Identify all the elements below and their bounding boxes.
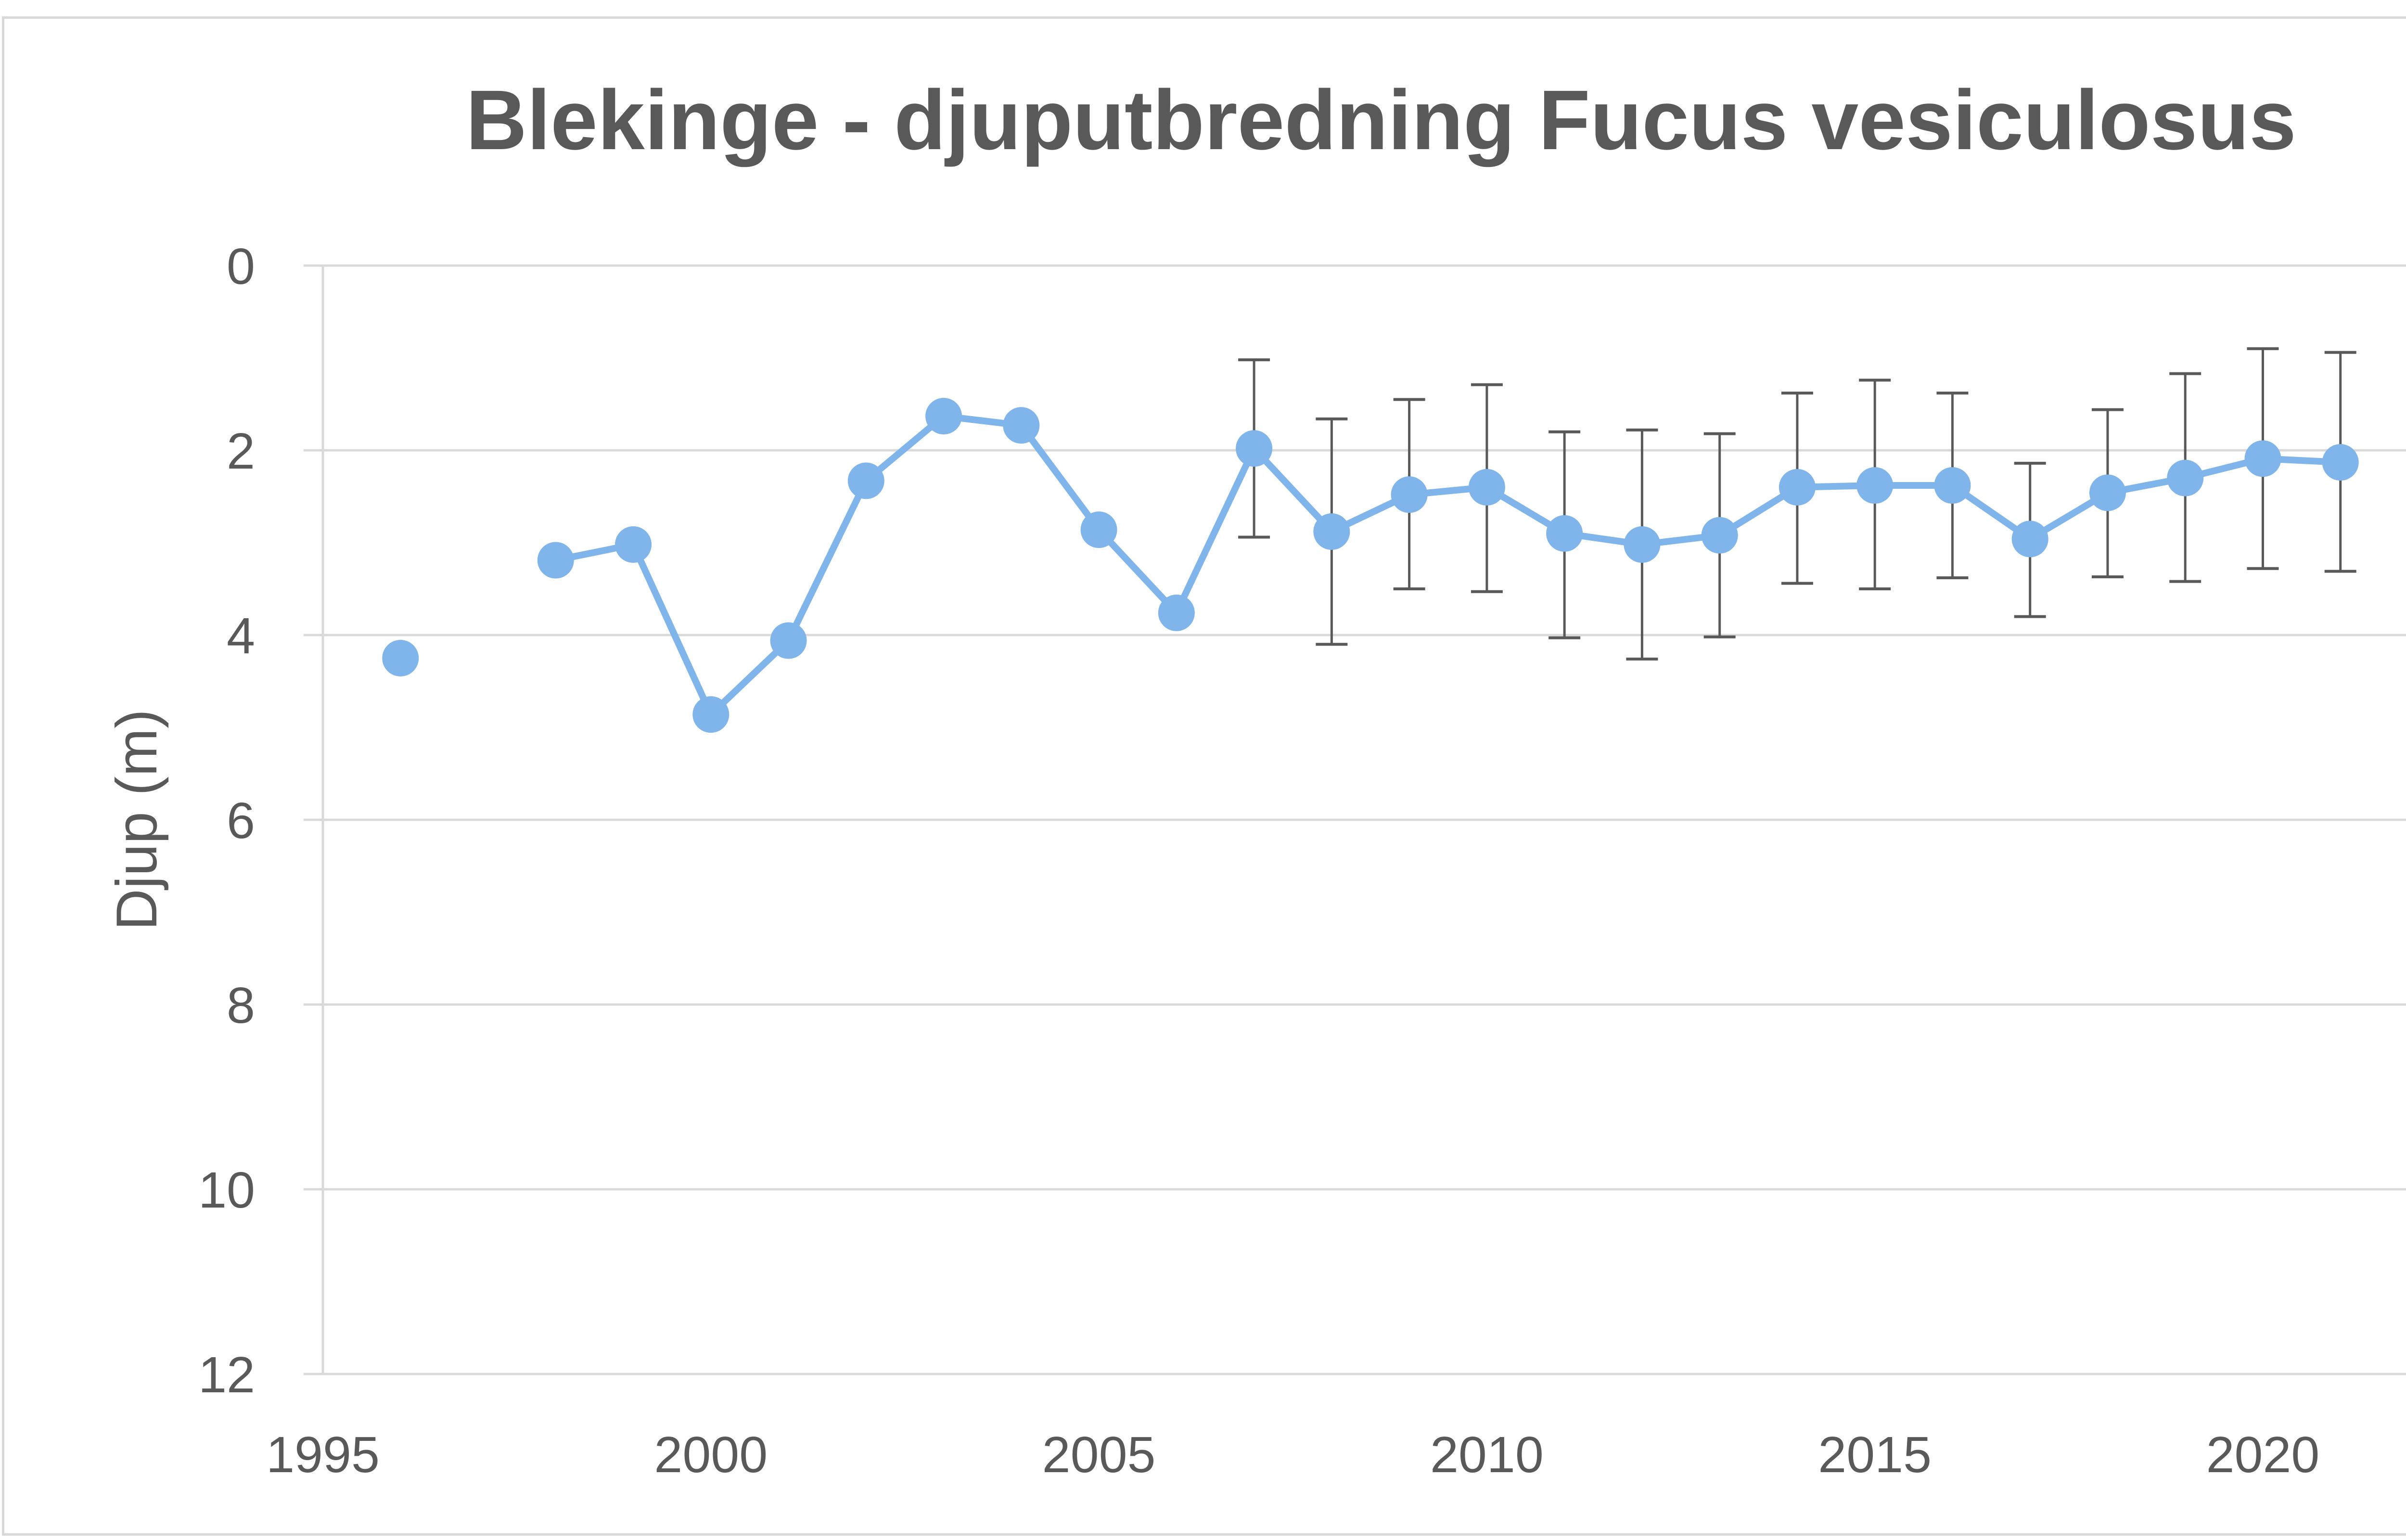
data-point bbox=[537, 542, 574, 579]
x-tick-label: 2010 bbox=[1430, 1426, 1544, 1483]
data-point bbox=[1391, 476, 1428, 513]
line-segment bbox=[1018, 422, 1102, 534]
data-point bbox=[2011, 521, 2048, 558]
data-point bbox=[1313, 513, 1350, 550]
data-point bbox=[1856, 467, 1894, 504]
y-tick-label: 8 bbox=[227, 977, 255, 1034]
line-segment bbox=[1251, 445, 1335, 535]
data-point bbox=[2322, 444, 2359, 481]
line-segment bbox=[1095, 526, 1180, 616]
data-point bbox=[1003, 407, 1040, 444]
data-point bbox=[1779, 469, 1816, 506]
data-point bbox=[1624, 526, 1661, 563]
x-tick-label: 2000 bbox=[654, 1426, 768, 1483]
data-point bbox=[1468, 469, 1505, 506]
y-axis-ticks: 0 2 4 6 8 10 12 bbox=[198, 238, 255, 1403]
chart-title: Blekinge - djuputbredning Fucus vesiculo… bbox=[466, 73, 2296, 167]
y-tick-label: 12 bbox=[198, 1347, 255, 1403]
data-point bbox=[615, 526, 652, 563]
data-point bbox=[692, 696, 729, 733]
data-point bbox=[925, 397, 962, 434]
series-markers bbox=[382, 397, 2359, 733]
data-point bbox=[847, 462, 884, 499]
x-axis-ticks: 1995 2000 2005 2010 2015 2020 bbox=[266, 1426, 2319, 1483]
data-point bbox=[1080, 511, 1117, 548]
x-tick-label: 2020 bbox=[2206, 1426, 2320, 1483]
data-point bbox=[1158, 594, 1195, 631]
chart-frame bbox=[2, 16, 2406, 1536]
line-segment bbox=[630, 541, 715, 718]
x-tick-label: 2005 bbox=[1042, 1426, 1156, 1483]
y-axis-title: Djup (m) bbox=[104, 709, 169, 930]
line-segment bbox=[785, 477, 870, 644]
data-point bbox=[2167, 459, 2204, 496]
gridlines bbox=[304, 264, 2406, 1375]
data-point bbox=[2244, 440, 2281, 477]
y-tick-label: 6 bbox=[227, 792, 255, 849]
y-tick-label: 2 bbox=[227, 423, 255, 480]
y-tick-label: 4 bbox=[227, 608, 255, 664]
line-segment bbox=[1173, 445, 1258, 616]
x-tick-label: 1995 bbox=[266, 1426, 380, 1483]
data-point bbox=[770, 622, 807, 659]
data-point bbox=[1546, 515, 1583, 552]
x-tick-label: 2015 bbox=[1818, 1426, 1932, 1483]
data-point bbox=[2089, 474, 2126, 511]
series-line bbox=[552, 412, 2344, 718]
data-point bbox=[1934, 467, 1971, 504]
data-point bbox=[382, 640, 419, 676]
data-point bbox=[1236, 430, 1273, 467]
y-tick-label: 10 bbox=[198, 1162, 255, 1219]
data-point bbox=[1701, 517, 1738, 554]
y-tick-label: 0 bbox=[227, 238, 255, 295]
